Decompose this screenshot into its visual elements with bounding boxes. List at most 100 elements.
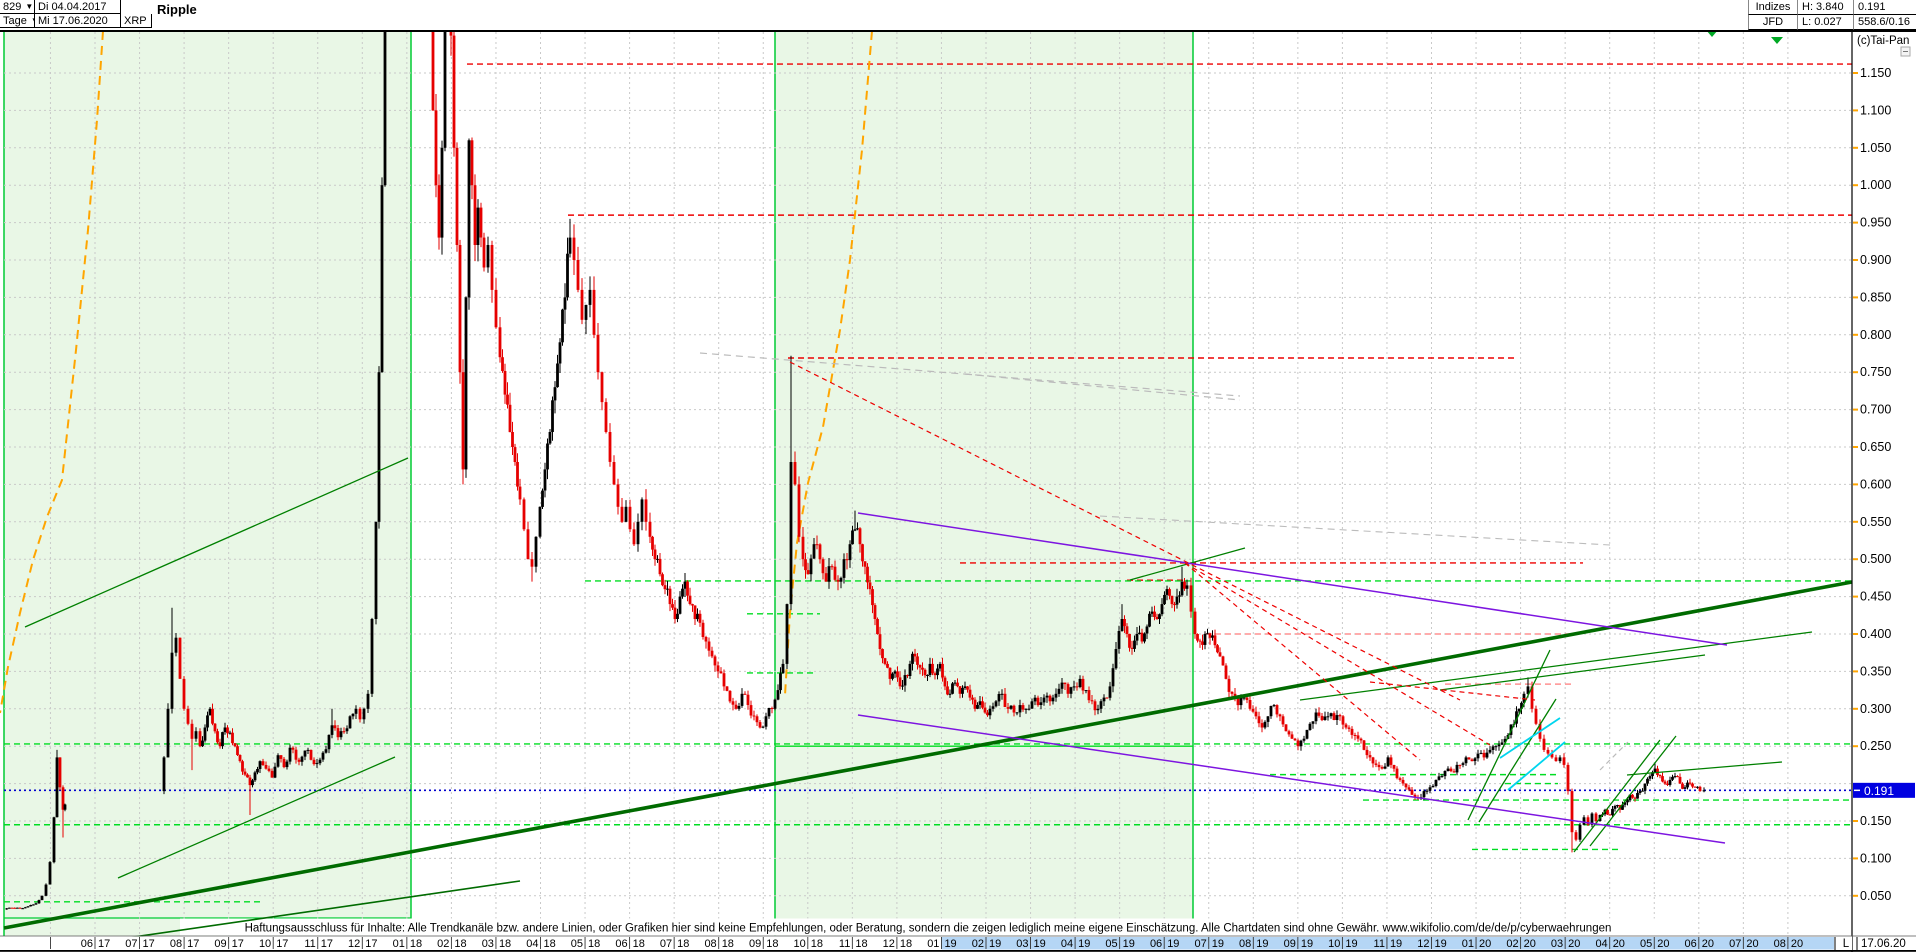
period-dropdown[interactable]: Tage ▼ xyxy=(0,14,39,28)
price-axis-label: 0.050 xyxy=(1860,889,1891,903)
date-axis-label-month: 12 xyxy=(883,938,895,950)
date-axis-label-month: 02 xyxy=(437,938,449,950)
price-axis-label: 0.300 xyxy=(1860,702,1891,716)
date-axis-label-month: 07 xyxy=(125,938,137,950)
date-axis-label-month: 02 xyxy=(972,938,984,950)
trendline xyxy=(964,373,1241,401)
price-axis-label: 0.950 xyxy=(1860,216,1891,230)
date-axis-label-month: 08 xyxy=(1774,938,1786,950)
date-axis-label-month: 10 xyxy=(794,938,806,950)
symbol-field: XRP xyxy=(121,14,152,28)
date-axis-label-month: 11 xyxy=(1374,938,1385,950)
date-axis-label-year: 17 xyxy=(365,938,377,950)
date-axis-label-year: 18 xyxy=(900,938,912,950)
trendline xyxy=(24,457,409,628)
date-axis-label-month: 06 xyxy=(615,938,627,950)
date-axis-label-year: 18 xyxy=(499,938,511,950)
bars-count-dropdown[interactable]: 829 ▼ xyxy=(0,0,35,14)
period-value: Tage xyxy=(3,14,27,27)
trendline xyxy=(1439,654,1706,691)
last-label: L xyxy=(1843,938,1850,950)
date-axis-label-month: 01 xyxy=(1462,938,1474,950)
disclaimer-band xyxy=(180,918,1676,936)
trendline xyxy=(1599,741,1629,771)
series-high-label: H: 3.840 xyxy=(1797,0,1853,15)
date-axis-label-month: 10 xyxy=(1328,938,1340,950)
date-axis-label-year: 20 xyxy=(1791,938,1803,950)
date-axis-label-month: 05 xyxy=(1640,938,1652,950)
date-axis-label-year: 19 xyxy=(1345,938,1357,950)
date-axis-label-month: 10 xyxy=(259,938,271,950)
date-axis-label-month: 09 xyxy=(1284,938,1296,950)
trendline xyxy=(1626,761,1783,776)
date-axis-label-month: 12 xyxy=(348,938,360,950)
price-axis-label: 0.100 xyxy=(1860,851,1891,865)
date-axis-label-month: 07 xyxy=(660,938,672,950)
parabolic-trend-curve xyxy=(0,30,104,714)
price-axis xyxy=(1853,31,1916,952)
price-axis-label: 0.450 xyxy=(1860,590,1891,604)
date-axis-label-month: 03 xyxy=(1551,938,1563,950)
price-axis-label: 0.600 xyxy=(1860,477,1891,491)
date-axis-label-month: 01 xyxy=(393,938,405,950)
trendline xyxy=(1589,735,1677,847)
trendline xyxy=(1573,739,1661,853)
date-axis-label-month: 07 xyxy=(1195,938,1207,950)
date-axis-label-year: 18 xyxy=(633,938,645,950)
date-axis-label-year: 20 xyxy=(1524,938,1536,950)
date-axis-label-year: 20 xyxy=(1702,938,1714,950)
symbol-value: XRP xyxy=(124,14,147,27)
bottom-border xyxy=(0,950,1916,952)
date-axis-label-year: 18 xyxy=(677,938,689,950)
end-date-value: Mi 17.06.2020 xyxy=(38,14,108,27)
date-axis-label-year: 19 xyxy=(944,938,956,950)
price-axis-label: 0.650 xyxy=(1860,440,1891,454)
chart-header: 829 ▼ Di 04.04.2017 Tage ▼ Mi 17.06.2020… xyxy=(0,0,1916,32)
date-axis-label-month: 11 xyxy=(839,938,850,950)
date-axis-label-year: 17 xyxy=(276,938,288,950)
trendline xyxy=(1467,649,1551,821)
date-axis-label-year: 18 xyxy=(722,938,734,950)
date-axis-label-month: 07 xyxy=(1729,938,1741,950)
date-axis-label-year: 18 xyxy=(454,938,466,950)
date-axis-label-year: 17 xyxy=(232,938,244,950)
price-axis-label: 0.850 xyxy=(1860,290,1891,304)
date-axis-label-month: 04 xyxy=(1061,938,1073,950)
date-axis-label-month: 08 xyxy=(704,938,716,950)
date-axis-label-month: 06 xyxy=(1685,938,1697,950)
start-date-field[interactable]: Di 04.04.2017 xyxy=(35,0,121,14)
date-axis-label-year: 19 xyxy=(1256,938,1268,950)
price-axis-label: 0.750 xyxy=(1860,365,1891,379)
trendline xyxy=(1099,515,1611,546)
price-axis-label: 0.700 xyxy=(1860,403,1891,417)
trendline xyxy=(1507,741,1566,791)
highlight-band xyxy=(4,31,411,936)
last-bar-marker-icon xyxy=(1771,37,1783,44)
range-value-header: 558.6/0.16 xyxy=(1853,15,1916,30)
highlight-band xyxy=(775,31,1193,936)
series-low-label: L: 0.027 xyxy=(1797,15,1853,30)
date-axis-label-year: 19 xyxy=(1301,938,1313,950)
end-date-field[interactable]: Mi 17.06.2020 xyxy=(35,14,121,28)
indices-label: Indizes xyxy=(1748,0,1797,15)
date-axis-label-month: 04 xyxy=(526,938,538,950)
date-axis-label-year: 18 xyxy=(410,938,422,950)
feed-label: JFD xyxy=(1748,15,1797,30)
date-axis-label-year: 19 xyxy=(1078,938,1090,950)
candlestick-series xyxy=(5,32,1706,910)
date-axis-label-year: 17 xyxy=(187,938,199,950)
date-axis-label-year: 20 xyxy=(1746,938,1758,950)
date-axis-label-month: 02 xyxy=(1506,938,1518,950)
price-axis-label: 0.500 xyxy=(1860,552,1891,566)
trendline xyxy=(1299,631,1813,701)
date-axis-label-month: 06 xyxy=(81,938,93,950)
date-axis-label-year: 19 xyxy=(1034,938,1046,950)
date-axis-label-year: 19 xyxy=(989,938,1001,950)
trendline xyxy=(3,580,1853,930)
date-axis-label-month: 12 xyxy=(1417,938,1429,950)
instrument-title: Ripple xyxy=(157,2,197,17)
date-axis-label-month: 09 xyxy=(214,938,226,950)
date-axis-label-month: 05 xyxy=(1105,938,1117,950)
